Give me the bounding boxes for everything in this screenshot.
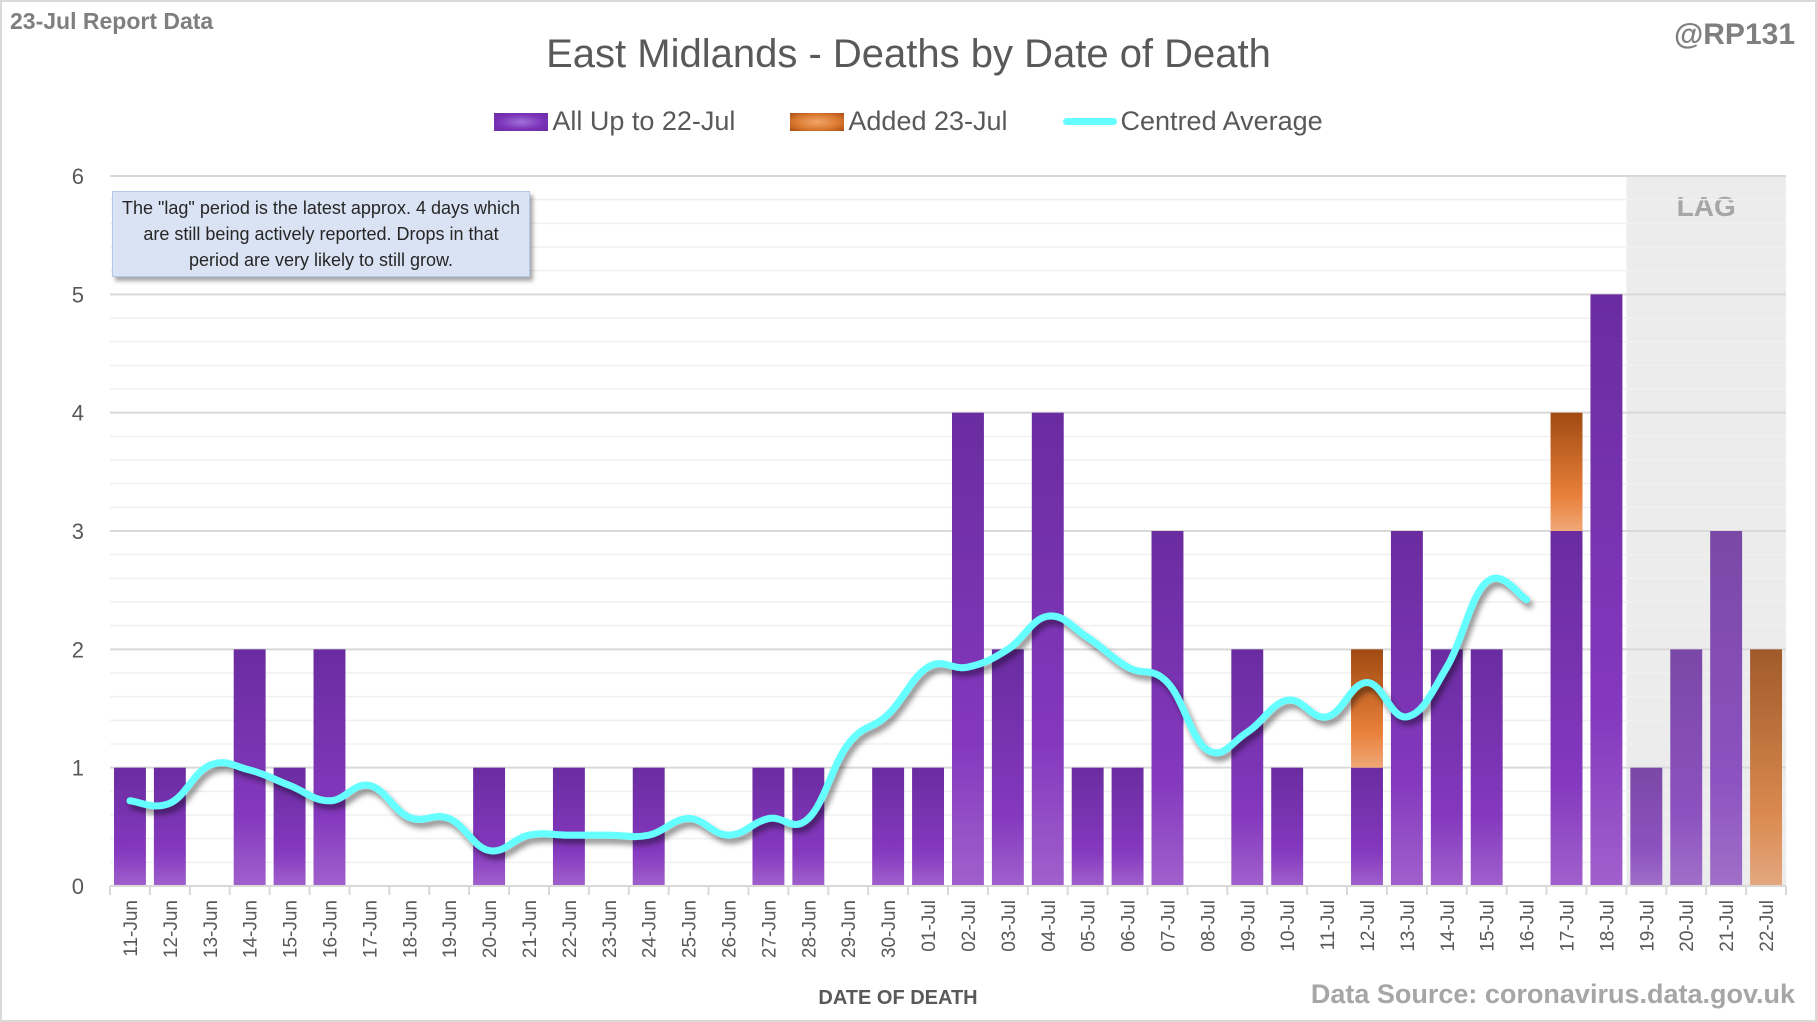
x-tick-label: 12-Jul [1358,900,1379,952]
x-tick-label: 13-Jul [1398,900,1419,952]
x-tick-label: 04-Jul [1039,900,1060,952]
legend-item-centred-average: Centred Average [1062,106,1323,137]
orange-swatch-icon [790,112,845,131]
x-tick-label: 28-Jun [799,900,820,958]
x-tick-label: 16-Jun [320,900,341,958]
x-tick-label: 27-Jun [759,900,780,958]
x-tick-label: 15-Jul [1478,900,1499,952]
legend-item-added: Added 23-Jul [790,106,1008,137]
x-tick-label: 21-Jun [520,900,541,958]
bar-all-up-to [912,767,945,886]
x-tick-label: 11-Jul [1318,900,1339,950]
lag-note: The "lag" period is the latest approx. 4… [112,191,530,277]
x-tick-label: 23-Jun [600,900,621,958]
x-tick-label: 15-Jun [281,900,302,958]
x-tick-label: 14-Jun [241,900,262,958]
bar-all-up-to [1231,649,1264,886]
x-tick-label: 18-Jun [400,900,421,958]
centred-average-line [126,574,1531,855]
bar-all-up-to [1271,767,1304,886]
x-tick-label: 02-Jul [959,900,980,952]
legend-label: All Up to 22-Jul [552,106,736,136]
legend-label: Added 23-Jul [848,106,1008,136]
x-tick-label: 12-Jun [161,900,182,958]
x-tick-label: 05-Jul [1079,900,1100,952]
x-tick-label: 18-Jul [1597,900,1618,952]
x-tick-label: 17-Jul [1558,900,1579,952]
legend: All Up to 22-Jul Added 23-Jul Centred Av… [0,106,1817,137]
legend-item-all-up-to: All Up to 22-Jul [494,106,735,137]
bar-all-up-to [1351,767,1383,886]
bar-added [1750,649,1783,886]
bar-all-up-to [552,767,585,886]
x-tick-label: 14-Jul [1438,900,1459,952]
x-tick-label: 20-Jun [480,900,501,958]
bar-all-up-to [1031,412,1064,886]
bar-all-up-to [1590,294,1623,886]
bar-all-up-to [1071,767,1104,886]
x-tick-label: 19-Jul [1637,900,1658,952]
bar-all-up-to [951,412,984,886]
lag-label: LAG [1677,191,1736,222]
line-swatch-icon [1062,118,1117,125]
y-tick-label: 5 [72,282,84,307]
bar-all-up-to [752,767,785,886]
bar-all-up-to [313,649,346,886]
bar-added [1351,649,1383,768]
bar-all-up-to [632,767,665,886]
y-tick-label: 1 [72,756,84,781]
bar-added [1550,412,1583,531]
x-tick-label: 06-Jul [1119,900,1140,952]
bar-all-up-to [113,767,146,886]
data-source: Data Source: coronavirus.data.gov.uk [1310,979,1795,1009]
x-tick-label: 08-Jul [1198,900,1219,952]
x-tick-label: 29-Jun [839,900,860,958]
bar-all-up-to [1710,531,1743,886]
bar-all-up-to [1151,531,1184,886]
bar-all-up-to [1111,767,1144,886]
bar-all-up-to [1670,649,1703,886]
x-tick-label: 11-Jun [121,900,142,957]
x-tick-label: 22-Jun [560,900,581,958]
y-tick-label: 2 [72,637,84,662]
x-tick-label: 16-Jul [1518,900,1539,952]
y-tick-label: 4 [72,401,84,426]
x-axis-title: DATE OF DEATH [818,987,977,1009]
y-tick-label: 3 [72,519,84,544]
x-tick-label: 07-Jul [1158,900,1179,952]
bar-all-up-to [153,767,186,886]
x-tick-label: 21-Jul [1717,900,1738,952]
bar-all-up-to [1630,767,1663,886]
bar-all-up-to [872,767,905,886]
x-tick-label: 26-Jun [720,900,741,958]
x-tick-label: 22-Jul [1757,900,1778,952]
bar-all-up-to [1470,649,1503,886]
x-tick-label: 01-Jul [919,900,940,952]
y-tick-label: 6 [72,164,84,189]
y-tick-label: 0 [72,874,84,899]
x-tick-label: 19-Jun [440,900,461,958]
author-handle: @RP131 [1674,18,1795,51]
x-tick-label: 20-Jul [1677,900,1698,952]
bar-all-up-to [1550,531,1583,886]
x-tick-label: 17-Jun [360,900,381,958]
x-tick-label: 03-Jul [999,900,1020,952]
chart-title: East Midlands - Deaths by Date of Death [546,32,1271,76]
x-tick-label: 30-Jun [879,900,900,958]
x-tick-label: 13-Jun [201,900,222,958]
bar-all-up-to [991,649,1024,886]
x-tick-label: 25-Jun [680,900,701,958]
bar-all-up-to [473,767,506,886]
legend-label: Centred Average [1120,106,1323,136]
purple-swatch-icon [494,112,549,131]
report-date-label: 23-Jul Report Data [10,8,214,34]
x-tick-label: 10-Jul [1278,900,1299,952]
x-tick-label: 24-Jun [640,900,661,958]
x-tick-label: 09-Jul [1238,900,1259,952]
